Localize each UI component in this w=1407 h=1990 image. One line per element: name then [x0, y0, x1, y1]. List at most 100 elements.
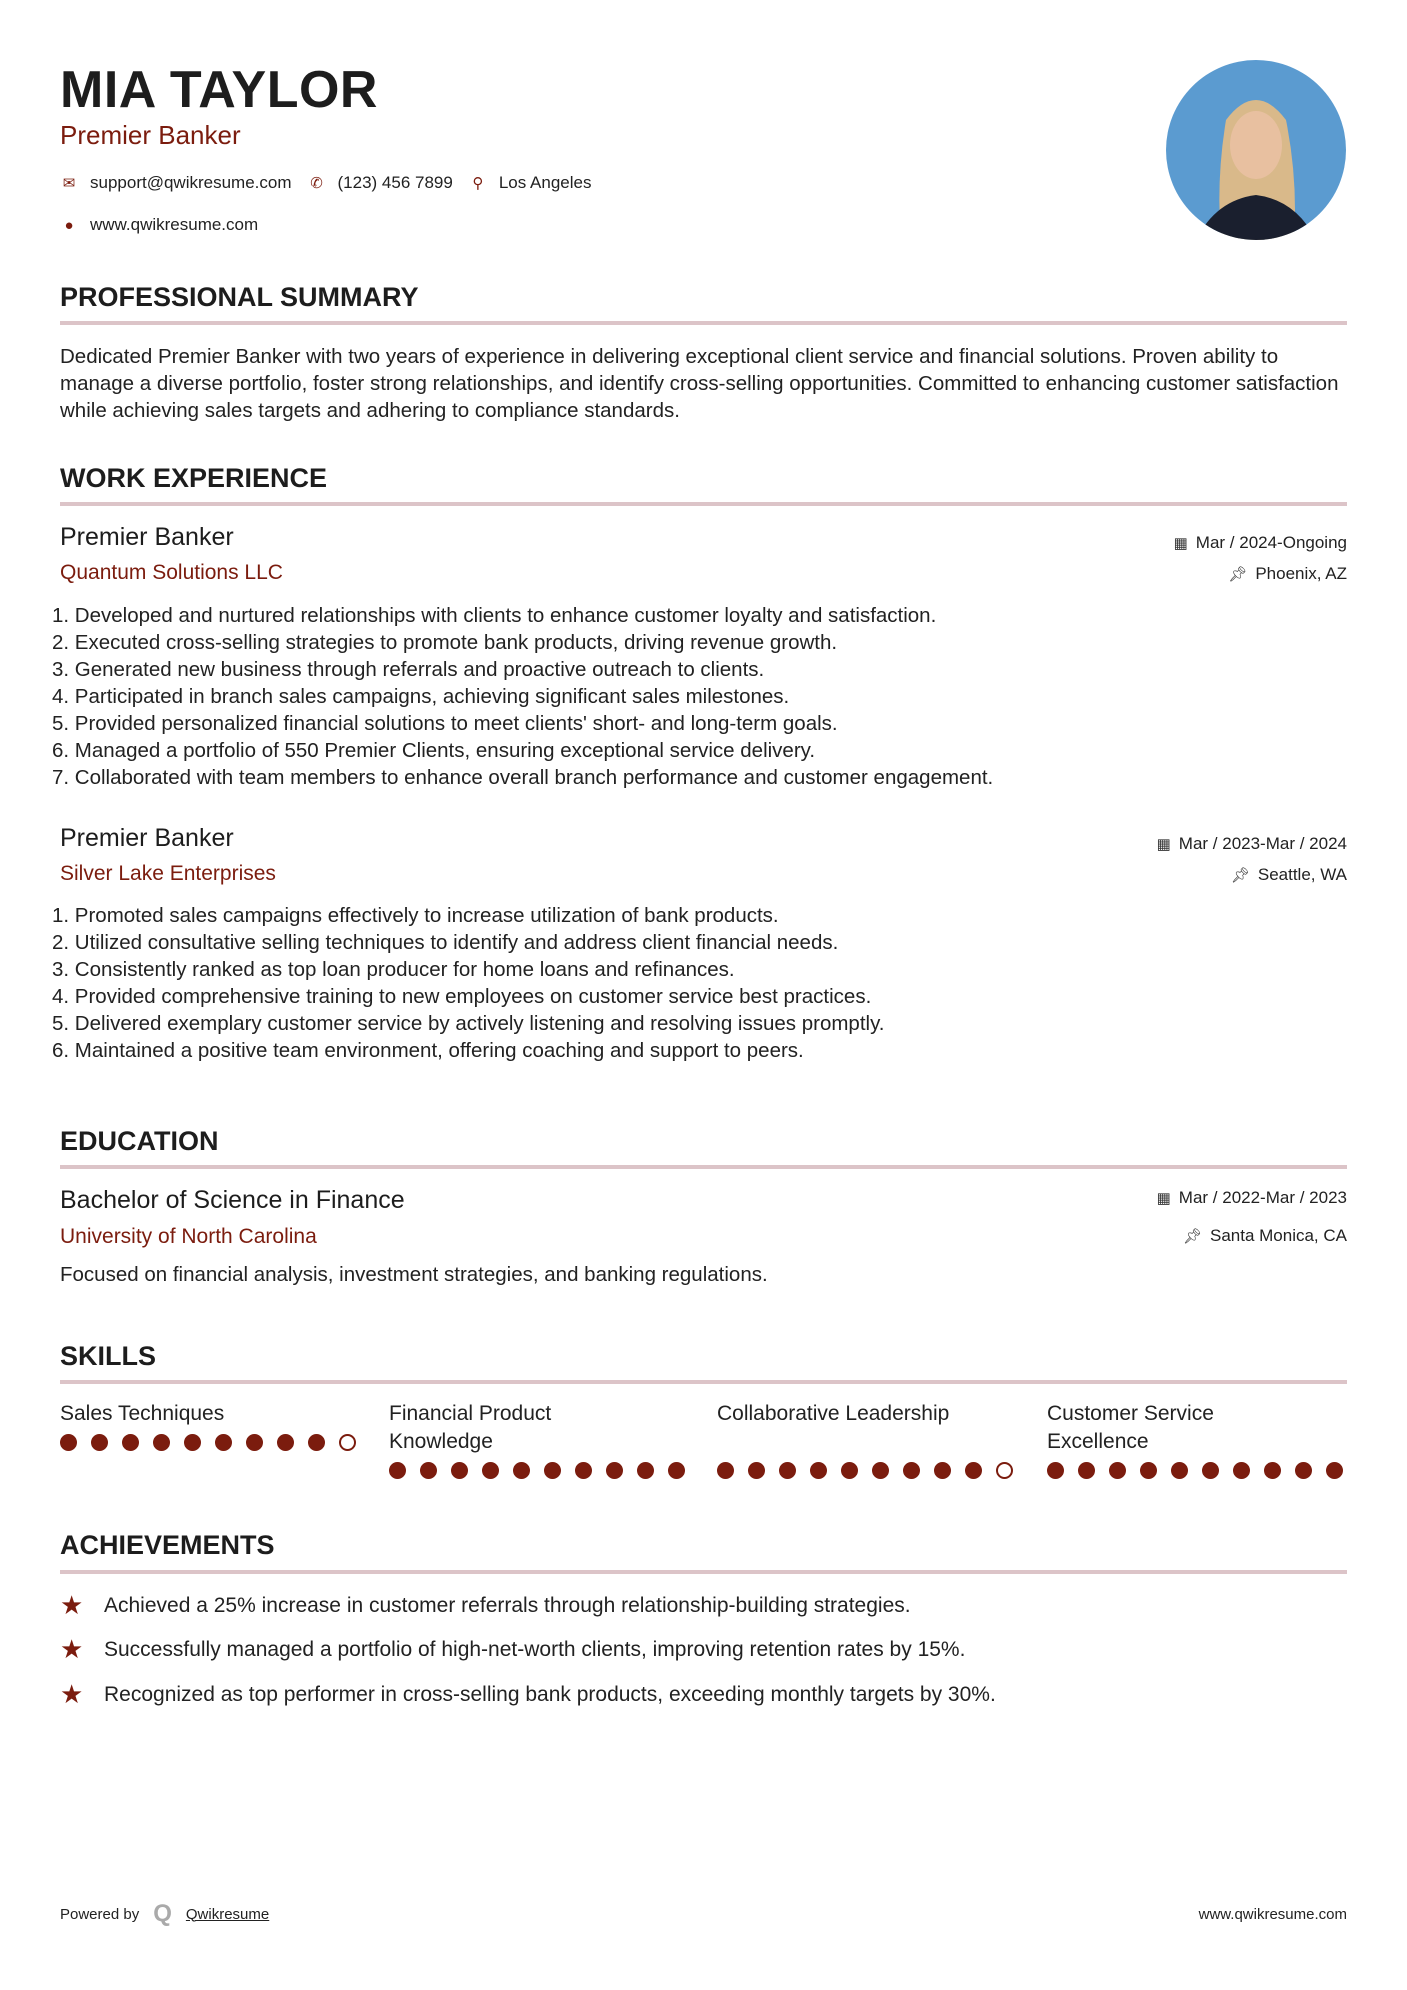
- email-link[interactable]: support@qwikresume.com: [90, 173, 292, 192]
- job-bullets: 1. Developed and nurtured relationships …: [52, 602, 993, 791]
- filled-dot: [1202, 1462, 1219, 1479]
- achievement-text: Successfully managed a portfolio of high…: [104, 1637, 966, 1661]
- filled-dot: [184, 1434, 201, 1451]
- date-text: Mar / 2024-Ongoing: [1195, 533, 1347, 552]
- achievement-item: ★ Achieved a 25% increase in customer ref…: [60, 1590, 911, 1621]
- location-text: Seattle, WA: [1257, 865, 1347, 884]
- phone-text: (123) 456 7899: [337, 173, 453, 192]
- filled-dot: [122, 1434, 139, 1451]
- location-text: Phoenix, AZ: [1255, 564, 1347, 583]
- filled-dot: [668, 1462, 685, 1479]
- filled-dot: [513, 1462, 530, 1479]
- filled-dot: [389, 1462, 406, 1479]
- star-icon: ★: [60, 1679, 84, 1709]
- bullet: 2. Utilized consultative selling techniq…: [52, 931, 839, 954]
- skill-name: Sales Techniques: [60, 1402, 225, 1425]
- calendar-icon: ▦: [1156, 1190, 1171, 1207]
- location-text: Santa Monica, CA: [1209, 1226, 1347, 1245]
- summary-heading: PROFESSIONAL SUMMARY: [60, 282, 419, 312]
- education-date: ▦ Mar / 2022-Mar / 2023: [1157, 1188, 1347, 1208]
- filled-dot: [1233, 1462, 1250, 1479]
- bullet: 2. Executed cross-selling strategies to …: [52, 631, 838, 654]
- candidate-name: MIA TAYLOR: [60, 61, 378, 119]
- calendar-icon: ▦: [1173, 535, 1188, 552]
- brand-link[interactable]: Qwikresume: [185, 1905, 270, 1923]
- contact-row: ✉ support@qwikresume.com ✆ (123) 456 789…: [60, 173, 592, 193]
- skill-level-dots: [389, 1462, 689, 1479]
- filled-dot: [215, 1434, 232, 1451]
- filled-dot: [246, 1434, 263, 1451]
- job-location: 📌︎ Phoenix, AZ: [1228, 564, 1347, 584]
- filled-dot: [482, 1462, 499, 1479]
- filled-dot: [1264, 1462, 1281, 1479]
- skill-name: Customer Service Excellence: [1047, 1402, 1214, 1453]
- achievements-heading: ACHIEVEMENTS: [60, 1530, 275, 1560]
- profile-photo: [1166, 60, 1346, 240]
- education-location: 📌︎ Santa Monica, CA: [1183, 1226, 1347, 1246]
- date-text: Mar / 2022-Mar / 2023: [1178, 1188, 1347, 1207]
- website-row: ● www.qwikresume.com: [60, 215, 258, 235]
- job-date: ▦ Mar / 2024-Ongoing: [1174, 533, 1347, 553]
- filled-dot: [420, 1462, 437, 1479]
- skill-name: Financial Product Knowledge: [389, 1402, 552, 1453]
- globe-icon: ●: [64, 216, 74, 234]
- filled-dot: [544, 1462, 561, 1479]
- summary-text: Dedicated Premier Banker with two years …: [60, 345, 1339, 422]
- achievement-item: ★ Recognized as top performer in cross-se…: [60, 1679, 996, 1710]
- filled-dot: [1140, 1462, 1157, 1479]
- envelope-icon: ✉: [62, 175, 76, 192]
- bullet: 6. Managed a portfolio of 550 Premier Cl…: [52, 739, 816, 762]
- filled-dot: [934, 1462, 951, 1479]
- bullet: 3. Consistently ranked as top loan produ…: [52, 958, 735, 981]
- skill-level-dots: [717, 1462, 1017, 1479]
- filled-dot: [277, 1434, 294, 1451]
- filled-dot: [903, 1462, 920, 1479]
- job-location: 📌︎ Seattle, WA: [1231, 865, 1347, 885]
- filled-dot: [1295, 1462, 1312, 1479]
- education-heading: EDUCATION: [60, 1126, 219, 1156]
- skill-item: Collaborative Leadership: [717, 1400, 1017, 1479]
- filled-dot: [1047, 1462, 1064, 1479]
- pushpin-icon: 📌︎: [1228, 566, 1248, 583]
- powered-by-text: Powered by: [60, 1905, 140, 1923]
- job-title: Premier Banker: [60, 523, 234, 551]
- filled-dot: [637, 1462, 654, 1479]
- filled-dot: [1109, 1462, 1126, 1479]
- divider: [60, 502, 1347, 506]
- filled-dot: [841, 1462, 858, 1479]
- filled-dot: [748, 1462, 765, 1479]
- bullet: 7. Collaborated with team members to enh…: [52, 766, 994, 789]
- filled-dot: [60, 1434, 77, 1451]
- divider: [60, 1570, 1347, 1574]
- empty-dot: [339, 1434, 356, 1451]
- filled-dot: [91, 1434, 108, 1451]
- job-company: Quantum Solutions LLC: [60, 561, 283, 584]
- filled-dot: [451, 1462, 468, 1479]
- filled-dot: [965, 1462, 982, 1479]
- filled-dot: [717, 1462, 734, 1479]
- education-description: Focused on financial analysis, investmen…: [60, 1263, 768, 1286]
- skill-level-dots: [60, 1434, 360, 1451]
- bullet: 1. Promoted sales campaigns effectively …: [52, 904, 779, 927]
- bullet: 4. Participated in branch sales campaign…: [52, 685, 790, 708]
- star-icon: ★: [60, 1590, 84, 1620]
- footer-website[interactable]: www.qwikresume.com: [1198, 1906, 1347, 1923]
- calendar-icon: ▦: [1156, 836, 1171, 853]
- job-date: ▦ Mar / 2023-Mar / 2024: [1157, 834, 1347, 854]
- skill-item: Financial Product Knowledge: [389, 1400, 689, 1479]
- bullet: 3. Generated new business through referr…: [52, 658, 765, 681]
- skill-level-dots: [1047, 1462, 1347, 1479]
- divider: [60, 321, 1347, 325]
- experience-heading: WORK EXPERIENCE: [60, 463, 328, 493]
- empty-dot: [996, 1462, 1013, 1479]
- skills-heading: SKILLS: [60, 1341, 157, 1371]
- filled-dot: [1326, 1462, 1343, 1479]
- skill-name: Collaborative Leadership: [717, 1402, 950, 1425]
- job-title: Premier Banker: [60, 824, 234, 852]
- bullet: 4. Provided comprehensive training to ne…: [52, 985, 872, 1008]
- job-bullets: 1. Promoted sales campaigns effectively …: [52, 902, 885, 1064]
- divider: [60, 1380, 1347, 1384]
- website-link[interactable]: www.qwikresume.com: [90, 215, 259, 234]
- divider: [60, 1165, 1347, 1169]
- map-pin-icon: ⚲: [472, 175, 484, 192]
